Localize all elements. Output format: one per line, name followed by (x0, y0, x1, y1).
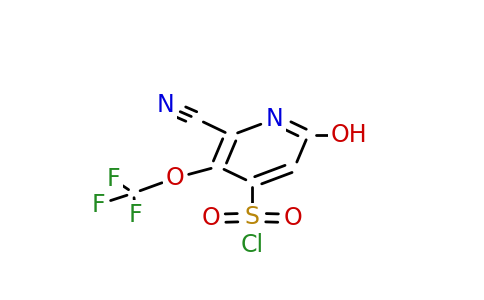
Text: O: O (284, 206, 302, 230)
Text: F: F (91, 193, 105, 217)
Text: OH: OH (331, 123, 368, 147)
Text: S: S (244, 205, 259, 229)
Text: N: N (265, 107, 283, 131)
Text: F: F (129, 203, 142, 227)
Text: O: O (201, 206, 220, 230)
Text: F: F (106, 167, 120, 191)
Text: N: N (157, 93, 174, 117)
Text: O: O (166, 166, 184, 190)
Text: Cl: Cl (240, 233, 263, 257)
